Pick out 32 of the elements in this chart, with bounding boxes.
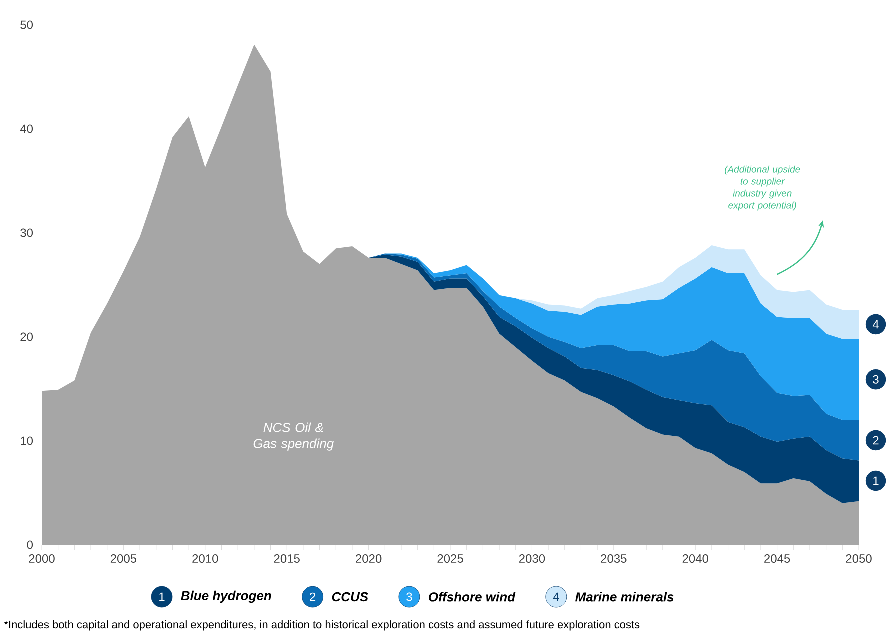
x-tick-label: 2050 <box>846 554 872 564</box>
y-tick-label: 20 <box>20 332 34 342</box>
text: 1 <box>160 592 165 602</box>
y-tick-label: 40 <box>20 124 34 134</box>
text: *Includes both capital and operational expenditures, in addition to historical exploration costs and assumed future exploration costs <box>4 620 640 631</box>
x-tick-label: 2040 <box>682 554 708 564</box>
legend-label: Offshore wind <box>428 592 516 602</box>
x-tick-label: 2010 <box>192 554 218 564</box>
text: 4 <box>553 592 560 602</box>
y-tick-label: 50 <box>20 20 34 30</box>
text: 3 <box>406 592 412 602</box>
x-tick-label: 2030 <box>519 554 546 564</box>
legend-label: Blue hydrogen <box>181 590 272 604</box>
text: 3 <box>873 375 879 384</box>
x-tick-label: 2045 <box>764 554 790 564</box>
text: 2 <box>873 436 879 445</box>
legend-label: CCUS <box>332 592 368 602</box>
x-tick-label: 2020 <box>356 554 382 564</box>
x-tick-label: 2000 <box>29 554 55 564</box>
series-label: NCS Oil & Gas spending <box>254 422 334 451</box>
text: 4 <box>872 320 879 329</box>
text: 2 <box>310 592 316 602</box>
text: 1 <box>874 476 879 486</box>
annotation: (Additional upside to supplier industry given export potential) <box>725 166 800 211</box>
x-tick-label: 2035 <box>601 554 627 564</box>
y-tick-label: 0 <box>27 540 34 550</box>
legend-label: Marine minerals <box>576 592 674 602</box>
x-tick-label: 2015 <box>274 554 300 564</box>
y-tick-label: 10 <box>21 436 34 446</box>
y-tick-label: 30 <box>20 228 34 238</box>
x-tick-label: 2025 <box>438 554 464 564</box>
x-tick-label: 2005 <box>110 554 137 564</box>
